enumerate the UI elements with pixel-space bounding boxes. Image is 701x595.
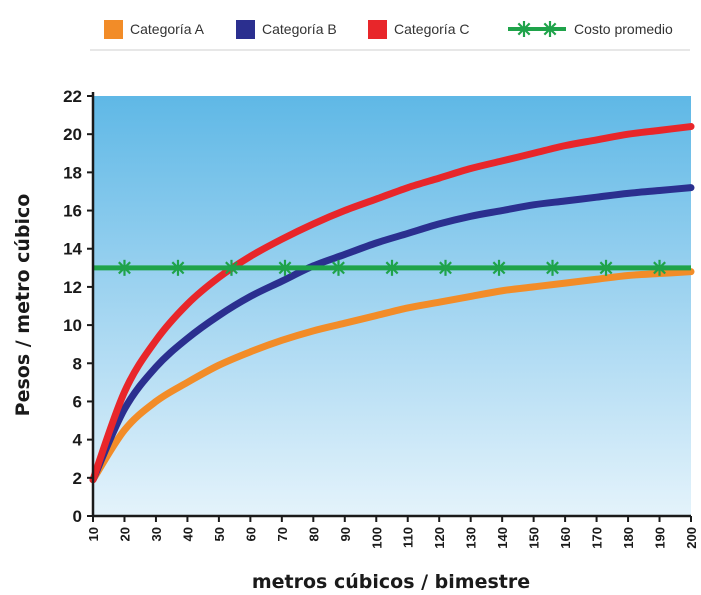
series-marker [330,259,347,276]
y-tick-label: 12 [63,278,82,297]
x-tick-label: 50 [212,527,227,541]
y-tick-label: 18 [63,163,82,182]
x-tick-label: 80 [306,527,321,541]
plot-area [93,96,691,516]
x-tick-label: 190 [653,527,668,549]
legend-swatch [236,20,255,39]
y-tick-label: 0 [73,507,82,526]
series-marker [598,259,615,276]
x-tick-label: 20 [117,527,132,541]
series-marker [169,259,186,276]
y-tick-label: 14 [63,240,82,259]
series-marker [276,259,293,276]
series-marker [544,259,561,276]
x-tick-label: 200 [684,527,699,549]
series-marker [651,259,668,276]
legend-label: Categoría C [394,21,469,37]
series-categoria-a [89,268,695,484]
legend-item: Costo promedio [508,21,673,37]
y-tick-label: 10 [63,316,82,335]
series-categoria-c [89,123,695,484]
x-tick-label: 120 [432,527,447,549]
series-marker [491,259,508,276]
y-tick-label: 22 [63,87,82,106]
x-tick-label: 110 [401,527,416,548]
x-tick-label: 40 [180,527,195,541]
series-marker [516,21,532,37]
series-marker [116,259,133,276]
legend-label: Costo promedio [574,21,673,37]
legend-item: Categoría C [368,20,469,39]
legend-label: Categoría B [262,21,337,37]
x-tick-label: 140 [495,527,510,549]
legend-item: Categoría A [104,20,205,39]
x-tick-label: 180 [621,527,636,549]
x-axis-title: metros cúbicos / bimestre [252,571,530,593]
axes: 0 2 4 6 8 10 12 14 16 18 20 22 10 20 30 40 50 60 70 80 90 100… [63,87,699,549]
x-tick-label: 150 [527,527,542,549]
x-tick-label: 100 [369,527,384,549]
x-tick-label: 130 [464,527,479,549]
series-line [89,123,695,484]
x-tick-label: 90 [338,527,353,541]
y-tick-label: 16 [63,202,82,221]
x-tick-label: 170 [590,527,605,549]
y-tick-label: 2 [73,469,82,488]
x-tick-label: 30 [149,527,164,541]
x-tick-label: 70 [275,527,290,541]
series-line [89,184,695,484]
y-axis-title: Pesos / metro cúbico [12,194,34,417]
series-costo-promedio [93,259,691,276]
series-line [89,268,695,484]
x-tick-label: 160 [558,527,573,549]
series-categoria-b [89,184,695,484]
legend: Categoría A Categoría B Categoría C Costo p… [90,20,690,51]
series-marker [384,259,400,276]
series-marker [223,259,240,276]
y-tick-label: 6 [73,392,82,411]
x-tick-label: 60 [243,527,258,541]
legend-swatch [368,20,387,39]
legend-swatch [104,20,123,39]
y-tick-label: 8 [73,354,82,373]
legend-item: Categoría B [236,20,337,39]
y-tick-label: 20 [63,125,82,144]
series-marker [437,259,454,276]
y-tick-label: 4 [73,431,83,450]
series-layer [89,123,695,484]
legend-label: Categoría A [130,21,205,37]
series-marker [542,21,558,37]
x-tick-label: 10 [86,527,101,541]
